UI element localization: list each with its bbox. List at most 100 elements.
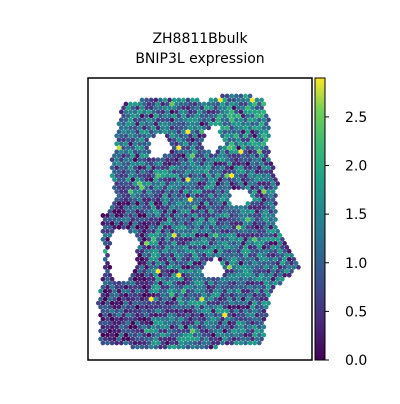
spot — [183, 117, 189, 123]
spot — [116, 225, 122, 230]
spot — [169, 284, 175, 290]
spot — [190, 201, 195, 206]
spot — [201, 173, 207, 179]
spot — [261, 300, 267, 306]
spot — [176, 153, 182, 159]
spot — [135, 113, 140, 119]
spot — [164, 268, 170, 274]
spot — [123, 205, 129, 210]
spot — [192, 213, 198, 218]
spot — [238, 205, 244, 210]
spot — [238, 101, 244, 107]
spot — [116, 169, 122, 175]
spot — [250, 97, 255, 103]
spot — [254, 312, 260, 318]
spot — [155, 189, 161, 194]
spot — [160, 284, 166, 290]
spot — [139, 256, 145, 262]
spot — [137, 332, 143, 338]
spot — [174, 101, 179, 107]
spot — [132, 157, 138, 163]
spot — [135, 105, 140, 111]
spot — [130, 344, 136, 350]
spot — [164, 173, 170, 179]
spot — [243, 245, 248, 250]
spot — [194, 320, 200, 326]
spot — [259, 264, 264, 270]
spot — [282, 272, 287, 278]
spot — [208, 312, 214, 318]
spot — [256, 340, 262, 346]
spot — [227, 97, 232, 103]
spot — [185, 233, 191, 238]
spot — [199, 121, 205, 127]
spot — [162, 217, 168, 222]
spot — [135, 217, 140, 222]
spot — [146, 117, 152, 123]
spot — [243, 292, 248, 298]
spot — [148, 241, 154, 246]
spot — [130, 312, 136, 318]
colorbar-tick-label: 1.0 — [345, 256, 367, 272]
spot — [238, 141, 244, 147]
spot — [204, 113, 209, 119]
spot — [141, 197, 147, 202]
spot — [148, 248, 154, 254]
spot — [146, 109, 152, 115]
spot — [125, 137, 131, 143]
spot — [176, 344, 182, 350]
spot — [286, 256, 292, 262]
spot — [252, 173, 258, 179]
spot — [270, 181, 276, 186]
spot — [224, 245, 230, 250]
spot — [215, 284, 221, 290]
spot — [151, 332, 156, 338]
spot — [201, 300, 207, 306]
spot — [268, 256, 274, 262]
spot — [116, 296, 122, 302]
spot — [227, 288, 232, 294]
spot — [247, 181, 253, 186]
spot — [206, 213, 212, 218]
spot — [243, 173, 248, 179]
spot — [171, 312, 177, 318]
spot — [263, 256, 269, 262]
spot — [194, 288, 200, 294]
spot — [185, 225, 191, 230]
spot — [107, 209, 113, 214]
spot — [160, 300, 166, 306]
spot — [222, 185, 228, 190]
spot — [247, 300, 253, 306]
spot — [201, 284, 207, 290]
spot — [130, 129, 136, 135]
spot — [151, 324, 156, 330]
spot — [102, 328, 108, 334]
spot — [204, 336, 209, 342]
spot — [174, 324, 179, 330]
colorbar-tick-label: 1.5 — [345, 207, 367, 223]
spot — [160, 252, 166, 258]
spot — [227, 137, 232, 143]
spot — [109, 284, 115, 290]
spot — [164, 229, 170, 234]
plot-frame — [87, 77, 313, 361]
spot — [224, 292, 230, 298]
spot — [137, 292, 143, 298]
spot — [164, 165, 170, 171]
spot — [167, 209, 172, 214]
spot — [109, 157, 115, 163]
spot — [137, 149, 143, 155]
spot — [155, 205, 161, 210]
spot — [259, 296, 264, 302]
spot — [210, 324, 216, 330]
spot — [197, 133, 202, 139]
spot — [220, 308, 225, 314]
spot — [125, 312, 131, 318]
spot — [135, 336, 140, 342]
spot — [231, 312, 237, 318]
spot — [162, 129, 168, 135]
spot — [227, 161, 232, 167]
spot — [261, 101, 267, 107]
spot — [121, 145, 126, 151]
spot — [231, 280, 237, 286]
